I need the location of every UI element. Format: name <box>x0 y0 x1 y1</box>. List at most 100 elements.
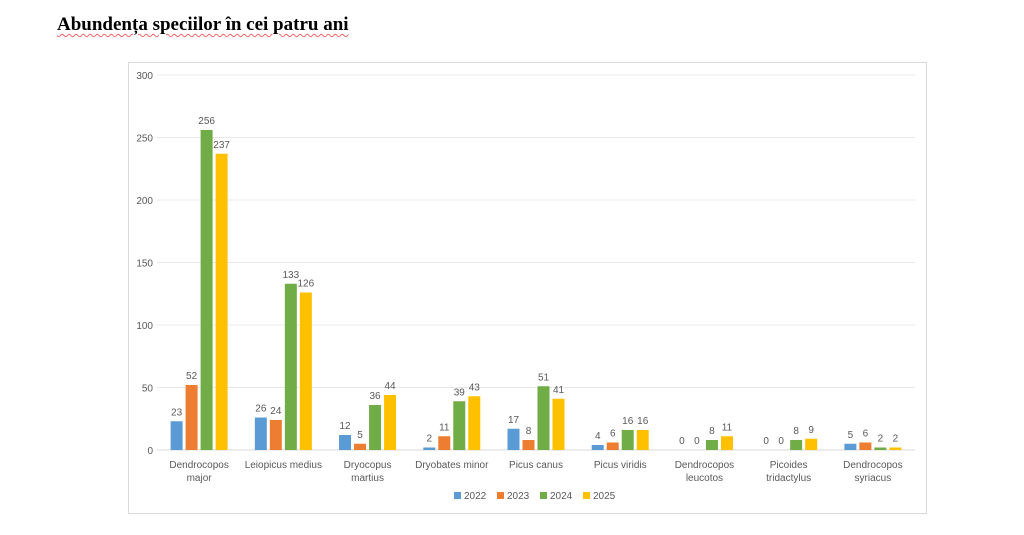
legend-label: 2025 <box>593 491 616 502</box>
bar-2025 <box>552 398 565 450</box>
category-label: Picus canus <box>509 460 563 471</box>
data-label: 11 <box>722 422 733 433</box>
bar-2025 <box>805 438 818 450</box>
bar-2025 <box>215 153 228 450</box>
data-label: 0 <box>694 436 700 447</box>
category-label: major <box>187 473 213 484</box>
data-label: 126 <box>297 279 314 290</box>
data-label: 256 <box>198 116 215 127</box>
bar-2023 <box>438 436 451 450</box>
bar-2024 <box>621 430 634 450</box>
data-label: 16 <box>622 416 634 427</box>
data-label: 5 <box>357 430 363 441</box>
category-label: Picoides <box>770 460 808 471</box>
data-label: 26 <box>255 404 267 415</box>
data-label: 0 <box>679 436 685 447</box>
bar-2022 <box>170 421 183 450</box>
bar-2023 <box>354 443 367 450</box>
legend-swatch-2024 <box>540 492 547 499</box>
legend-label: 2024 <box>550 491 573 502</box>
data-label: 2 <box>893 434 899 445</box>
category-label: Dryobates minor <box>415 460 489 471</box>
data-label: 24 <box>270 406 282 417</box>
bar-2024 <box>200 130 213 450</box>
category-label: Dendrocopos <box>169 460 228 471</box>
data-label: 133 <box>282 270 299 281</box>
bar-2024 <box>453 401 466 450</box>
data-label: 17 <box>508 415 520 426</box>
data-label: 6 <box>610 429 616 440</box>
bar-2025 <box>889 447 902 450</box>
bar-2022 <box>254 417 267 450</box>
y-tick-label: 100 <box>136 321 153 332</box>
data-label: 8 <box>526 426 532 437</box>
bar-2025 <box>468 396 481 450</box>
data-label: 8 <box>793 426 799 437</box>
bar-2022 <box>507 428 520 450</box>
data-label: 237 <box>213 140 230 151</box>
bar-2023 <box>606 442 619 450</box>
bar-2023 <box>859 442 872 450</box>
bar-2025 <box>720 436 733 450</box>
data-label: 9 <box>808 425 814 436</box>
bar-2024 <box>705 440 718 450</box>
bar-2022 <box>339 435 352 450</box>
y-tick-label: 300 <box>136 71 153 82</box>
category-label: Dendrocopos <box>675 460 734 471</box>
data-label: 6 <box>863 429 869 440</box>
category-label: Dryocopus <box>344 460 392 471</box>
data-label: 52 <box>186 371 198 382</box>
bar-2025 <box>299 292 312 450</box>
category-label: leucotos <box>686 473 723 484</box>
legend-swatch-2022 <box>454 492 461 499</box>
chart-frame: 0 50 100 150 200 250 300 23 52 256 237 Dendrocopos m… <box>128 62 927 514</box>
bar-2023 <box>185 385 198 450</box>
y-tick-label: 150 <box>136 259 153 270</box>
y-tick-label: 200 <box>136 196 153 207</box>
data-label: 23 <box>171 407 183 418</box>
data-label: 51 <box>538 372 550 383</box>
y-tick-label: 0 <box>147 446 153 457</box>
data-label: 12 <box>339 421 351 432</box>
data-label: 8 <box>709 426 715 437</box>
category-label: Dendrocopos <box>843 460 902 471</box>
data-label: 5 <box>848 430 854 441</box>
bar-2024 <box>369 405 382 450</box>
category-label: tridactylus <box>766 473 811 484</box>
category-label: martius <box>351 473 384 484</box>
data-label: 11 <box>439 422 450 433</box>
bar-2025 <box>636 430 649 450</box>
y-tick-label: 250 <box>136 134 153 145</box>
data-label: 0 <box>763 436 769 447</box>
bar-2022 <box>591 445 604 450</box>
bar-2024 <box>284 283 297 450</box>
category-label: syriacus <box>855 473 892 484</box>
data-label: 0 <box>778 436 784 447</box>
data-label: 16 <box>637 416 649 427</box>
bar-2025 <box>384 395 397 450</box>
y-tick-label: 50 <box>142 384 154 395</box>
data-label: 2 <box>878 434 884 445</box>
legend-swatch-2025 <box>583 492 590 499</box>
data-label: 4 <box>595 431 601 442</box>
bar-2023 <box>269 420 282 450</box>
data-label: 44 <box>384 381 396 392</box>
data-label: 43 <box>469 382 481 393</box>
legend-label: 2022 <box>464 491 487 502</box>
legend-swatch-2023 <box>497 492 504 499</box>
bar-2023 <box>522 440 535 450</box>
data-label: 41 <box>553 385 565 396</box>
bar-2024 <box>874 447 887 450</box>
category-label: Leiopicus medius <box>245 460 322 471</box>
data-label: 36 <box>369 391 381 402</box>
bar-2024 <box>537 386 550 450</box>
bar-2022 <box>844 443 857 450</box>
bar-2024 <box>790 440 803 450</box>
legend-label: 2023 <box>507 491 530 502</box>
data-label: 2 <box>426 434 432 445</box>
bar-2022 <box>423 447 436 450</box>
chart-title: Abundența speciilor în cei patru ani <box>57 14 349 35</box>
category-label: Picus viridis <box>594 460 647 471</box>
bar-chart: 0501001502002503002352256237Dendrocoposm… <box>136 71 915 502</box>
data-label: 39 <box>454 387 466 398</box>
